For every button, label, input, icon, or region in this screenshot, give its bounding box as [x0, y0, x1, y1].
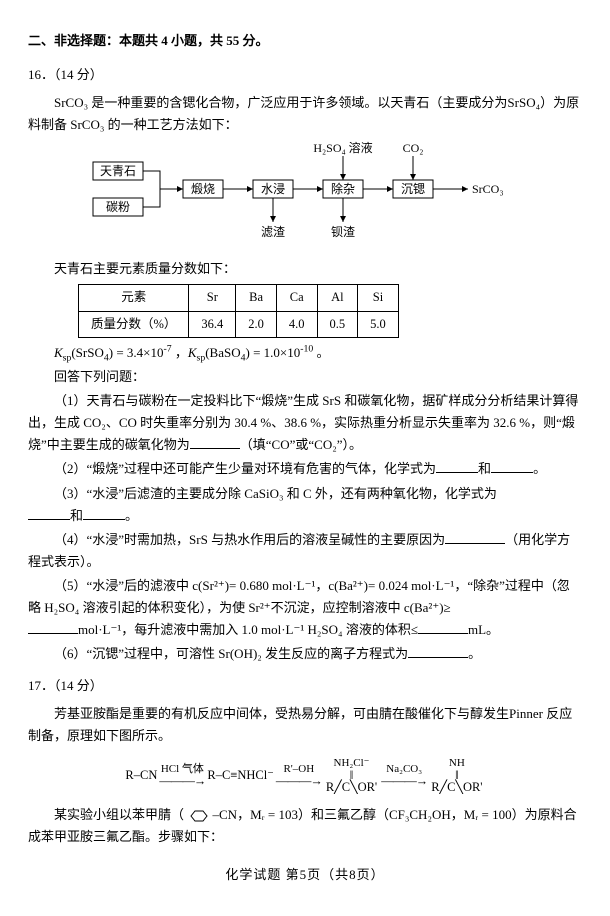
bot1: 滤渣	[261, 225, 285, 239]
answer-head: 回答下列问题：	[28, 366, 582, 388]
reaction-scheme: R–CN HCl 气体———→ R–C≡NHCl⁻ R'–OH———→ NH₂C…	[28, 758, 582, 794]
q16-1: （1）天青石与碳粉在一定投料比下“煅烧”生成 SrS 和碳氧化物，据矿样成分分析…	[28, 390, 582, 456]
q16-6: （6）“沉锶”过程中，可溶性 Sr(OH)₂ 发生反应的离子方程式为。	[28, 643, 582, 665]
top-in2: CO₂	[403, 141, 424, 155]
table-row: 质量分数（%）36.42.0 4.00.55.0	[79, 311, 399, 337]
q16-2: （2）“煅烧”过程中还可能产生少量对环境有危害的气体，化学式为和。	[28, 458, 582, 480]
flow-diagram: .bx{fill:none;stroke:#000;stroke-width:1…	[88, 140, 582, 250]
out: SrCO₃	[472, 182, 504, 196]
element-table: 元素SrBa CaAlSi 质量分数（%）36.42.0 4.00.55.0	[78, 284, 399, 338]
q17-intro: 芳基亚胺酯是重要的有机反应中间体，受热易分解，可由腈在酸催化下与醇发生Pinne…	[28, 703, 582, 747]
q16-4: （4）“水浸”时需加热，SrS 与热水作用后的溶液呈碱性的主要原因为（用化学方程…	[28, 529, 582, 573]
q17-number: 17．（14 分）	[28, 675, 582, 697]
section-header: 二、非选择题：本题共 4 小题，共 55 分。	[28, 30, 582, 52]
q16-number: 16．（14 分）	[28, 64, 582, 86]
bot2: 钡渣	[331, 225, 355, 239]
q16-5: （5）“水浸”后的滤液中 c(Sr²⁺)= 0.680 mol·L⁻¹，c(Ba…	[28, 575, 582, 641]
table-row: 元素SrBa CaAlSi	[79, 285, 399, 311]
step2: 水浸	[261, 182, 285, 196]
table-caption: 天青石主要元素质量分数如下：	[28, 258, 582, 280]
q16-3: （3）“水浸”后滤渣的主要成分除 CaSiO₃ 和 C 外，还有两种氧化物，化学…	[28, 483, 582, 527]
step1: 煅烧	[191, 181, 215, 196]
benzene-icon	[187, 810, 209, 822]
top-in1: H₂SO₄ 溶液	[313, 140, 372, 155]
box-in2: 碳粉	[106, 200, 130, 214]
step4: 沉锶	[401, 182, 425, 196]
q16-intro: SrCO₃ 是一种重要的含锶化合物，广泛应用于许多领域。以天青石（主要成分为Sr…	[28, 92, 582, 136]
page-footer: 化学试题 第5页（共8页）	[28, 864, 582, 886]
box-in1: 天青石	[100, 164, 136, 178]
step3: 除杂	[331, 181, 355, 196]
ksp-line: Ksp(SrSO4) = 3.4×10-7 ，Ksp(BaSO4) = 1.0×…	[28, 342, 582, 364]
q17-p2: 某实验小组以苯甲腈（ –CN，Mᵣ = 103）和三氟乙醇（CF₃CH₂OH，M…	[28, 804, 582, 848]
